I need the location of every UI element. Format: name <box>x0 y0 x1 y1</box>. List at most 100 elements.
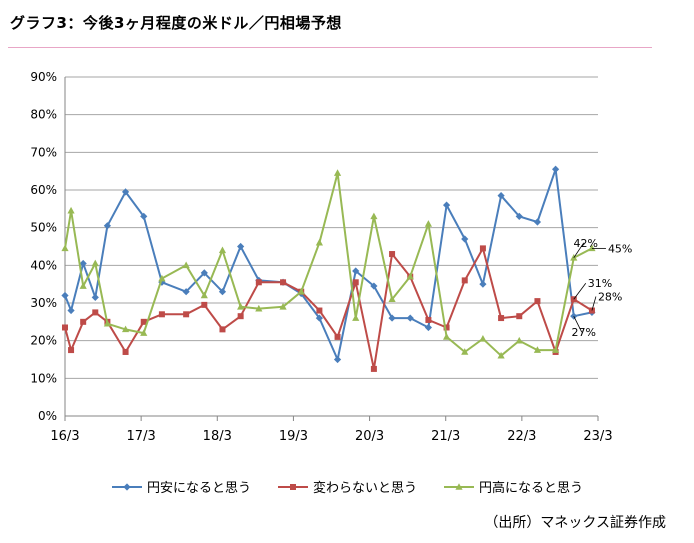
data-point <box>516 313 523 320</box>
data-point <box>515 212 523 220</box>
x-tick-label: 17/3 <box>127 429 156 444</box>
data-point <box>370 365 377 372</box>
data-point <box>255 304 263 312</box>
data-point <box>406 314 414 322</box>
data-point <box>290 484 296 490</box>
data-point <box>333 169 342 176</box>
data-point <box>103 319 111 327</box>
data-point <box>68 347 75 354</box>
x-tick-label: 22/3 <box>507 429 536 444</box>
chart-series <box>61 165 596 372</box>
data-point <box>533 346 542 353</box>
y-tick-label: 50% <box>30 221 57 235</box>
data-point <box>67 306 75 315</box>
series-line <box>64 247 593 370</box>
x-tick-label: 19/3 <box>279 429 308 444</box>
data-point <box>218 288 227 296</box>
data-point <box>140 212 148 220</box>
data-point <box>352 267 360 275</box>
data-point <box>201 301 208 308</box>
chart-title: グラフ3：今後3ヶ月程度の米ドル／円相場予想 <box>10 14 342 32</box>
data-point <box>552 346 560 353</box>
data-point <box>389 251 396 258</box>
data-point <box>121 188 130 196</box>
data-point <box>534 298 541 305</box>
legend-label: 変わらないと思う <box>313 480 417 496</box>
label-leader <box>573 282 587 300</box>
label-leader <box>573 242 585 259</box>
data-point <box>388 295 396 303</box>
legend-item: 変わらないと思う <box>278 480 417 496</box>
series-2 <box>62 245 595 372</box>
data-point <box>103 222 111 230</box>
data-point <box>352 279 359 286</box>
legend-label: 円高になると思う <box>479 480 583 496</box>
data-point <box>334 333 341 340</box>
legend-item: 円安になると思う <box>112 481 251 496</box>
chart-grid <box>65 76 598 379</box>
data-point <box>315 314 323 322</box>
x-tick-label: 18/3 <box>203 429 232 444</box>
chart-legend: 円安になると思う 変わらないと思う 円高になると思う <box>112 480 583 496</box>
data-point <box>461 235 469 243</box>
data-point <box>67 206 75 214</box>
chart-axes: 0% 10% 20% 30% 40% 50% 60% 70% 80% 90% 16/3 17/3 18/… <box>30 70 612 444</box>
data-point <box>455 483 463 490</box>
data-point <box>255 279 262 286</box>
label-leader <box>591 296 597 311</box>
data-point <box>92 309 99 316</box>
data-point <box>79 282 87 289</box>
data-point <box>442 333 451 340</box>
data-point <box>237 242 245 251</box>
data-label: 28% <box>598 291 622 304</box>
data-point <box>461 277 468 284</box>
data-point <box>424 220 433 227</box>
data-point <box>497 351 505 359</box>
data-point <box>219 326 226 333</box>
y-tick-label: 70% <box>30 145 57 159</box>
data-point <box>279 302 287 310</box>
label-leader <box>573 316 583 333</box>
data-point <box>352 314 360 321</box>
data-point <box>370 212 378 220</box>
data-point <box>297 287 305 295</box>
data-point <box>497 192 505 200</box>
data-point <box>182 261 190 269</box>
data-point <box>122 348 129 355</box>
data-point <box>121 325 130 333</box>
data-point <box>140 318 147 325</box>
data-point <box>479 334 487 342</box>
x-tick-label: 20/3 <box>355 429 384 444</box>
data-point <box>515 336 523 344</box>
data-point <box>552 165 560 173</box>
source-note: （出所）マネックス証券作成 <box>484 515 666 531</box>
data-point <box>200 291 208 299</box>
x-tick-label: 21/3 <box>431 429 460 444</box>
data-point <box>62 324 68 331</box>
data-point <box>237 302 245 310</box>
data-point <box>91 259 99 267</box>
data-label: 42% <box>574 237 598 250</box>
chart-data-labels: 42% 45% 31%28% 27% <box>572 237 633 339</box>
data-point <box>333 355 342 364</box>
data-point <box>425 316 432 323</box>
data-point <box>61 244 69 252</box>
data-label: 27% <box>572 326 596 339</box>
data-point <box>200 269 208 277</box>
data-point <box>479 280 487 288</box>
y-tick-label: 10% <box>30 371 57 385</box>
y-tick-label: 80% <box>30 108 57 122</box>
x-tick-label: 23/3 <box>583 429 612 444</box>
series-3 <box>61 169 596 359</box>
data-point <box>370 282 378 290</box>
data-point <box>79 259 87 268</box>
data-point <box>61 291 69 300</box>
data-point <box>91 293 99 301</box>
y-tick-label: 30% <box>30 296 57 310</box>
data-point <box>406 272 414 280</box>
y-tick-label: 40% <box>30 258 57 272</box>
legend-label: 円安になると思う <box>147 481 251 496</box>
data-point <box>123 483 131 491</box>
data-point <box>479 245 486 252</box>
